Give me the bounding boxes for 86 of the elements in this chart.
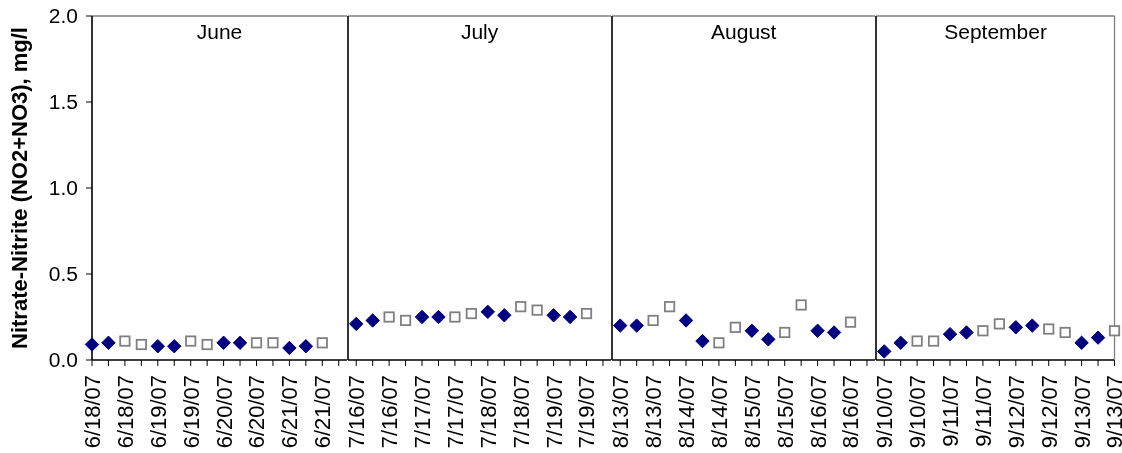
point (877, 344, 892, 359)
point (779, 326, 791, 339)
x-tick-label: 6/20/07 (244, 375, 270, 449)
x-tick-label: 6/18/07 (79, 375, 105, 449)
point (383, 311, 395, 323)
point (994, 318, 1006, 330)
x-tick-label: 8/13/07 (641, 374, 667, 449)
point (977, 325, 989, 337)
chart-title: August (710, 20, 778, 44)
point (713, 337, 725, 349)
point (928, 335, 940, 347)
point (959, 325, 975, 340)
x-tick-label: 7/18/07 (508, 374, 534, 449)
x-tick-label: 8/14/07 (674, 374, 700, 449)
y-tick-label: 2.0 (48, 4, 78, 28)
point (664, 301, 676, 313)
point (678, 313, 694, 328)
y-tick-label: 1.0 (48, 176, 78, 200)
point (562, 309, 578, 325)
chart-title: July (459, 20, 500, 44)
x-tick-label: 8/14/07 (707, 374, 732, 449)
x-tick-label: 9/12/07 (1036, 374, 1062, 449)
y-tick-label: 1.5 (48, 90, 78, 114)
point (729, 321, 742, 333)
point (515, 301, 527, 313)
x-tick-label: 7/19/07 (541, 374, 567, 449)
x-tick-label: 6/20/07 (211, 375, 237, 449)
x-tick-label: 9/10/07 (905, 374, 931, 449)
point (629, 318, 645, 333)
point (893, 335, 909, 350)
point (1109, 325, 1121, 337)
point (795, 299, 807, 311)
chart-title: June (195, 20, 244, 44)
x-tick-label: 7/17/07 (442, 374, 468, 449)
point (1091, 330, 1106, 345)
point (810, 323, 825, 338)
point (695, 333, 710, 349)
point (1008, 320, 1024, 335)
point (761, 332, 776, 347)
point (647, 314, 659, 327)
point (546, 308, 561, 323)
x-tick-label: 7/17/07 (409, 374, 435, 449)
x-tick-label: 6/19/07 (145, 375, 171, 449)
x-tick-label: 8/16/07 (838, 374, 864, 449)
point (465, 307, 477, 320)
x-tick-label: 7/18/07 (475, 374, 501, 449)
point (531, 304, 543, 316)
point (449, 311, 461, 323)
x-tick-label: 7/16/07 (344, 374, 370, 449)
y-tick-label: 0.0 (48, 348, 78, 372)
point (480, 304, 495, 320)
point (827, 325, 842, 340)
point (1059, 326, 1072, 339)
x-tick-label: 6/19/07 (178, 375, 204, 449)
point (943, 327, 958, 342)
x-tick-label: 6/18/07 (112, 375, 138, 449)
point (1025, 318, 1040, 333)
point (414, 309, 430, 325)
x-tick-label: 8/15/07 (772, 374, 798, 449)
point (580, 307, 593, 320)
x-tick-label: 7/16/07 (377, 374, 403, 449)
point (497, 308, 512, 323)
point (365, 313, 380, 328)
x-tick-label: 8/16/07 (805, 374, 831, 449)
x-tick-label: 6/21/07 (277, 375, 303, 449)
point (744, 323, 760, 338)
x-tick-label: 8/13/07 (608, 374, 634, 449)
chart-title: September (943, 20, 1048, 44)
x-tick-label: 9/10/07 (872, 374, 898, 449)
x-tick-label: 6/21/07 (310, 375, 336, 449)
x-tick-label: 9/11/07 (971, 374, 997, 447)
x-tick-label: 9/11/07 (938, 374, 964, 447)
x-tick-label: 7/19/07 (574, 374, 600, 449)
y-axis-title: Nitrate-Nitrite (NO2+NO3), mg/l (7, 27, 33, 349)
point (845, 316, 857, 328)
y-tick-label: 0.5 (48, 262, 78, 286)
point (613, 318, 628, 333)
point (1043, 323, 1055, 335)
point (399, 314, 412, 327)
point (1074, 335, 1090, 350)
x-tick-label: 9/13/07 (1069, 374, 1095, 449)
point (348, 316, 364, 332)
point (431, 309, 446, 325)
x-tick-label: 8/15/07 (739, 374, 765, 449)
point (911, 335, 924, 347)
x-tick-label: 9/12/07 (1004, 374, 1030, 449)
